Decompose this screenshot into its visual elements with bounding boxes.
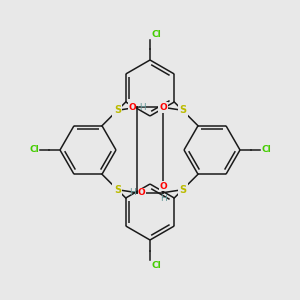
Text: O: O — [138, 188, 146, 197]
Text: Cl: Cl — [261, 146, 271, 154]
Text: H: H — [129, 188, 136, 197]
Text: ·H: ·H — [137, 103, 147, 112]
Text: S: S — [114, 185, 121, 195]
Text: O: O — [159, 103, 167, 112]
Text: Cl: Cl — [151, 30, 161, 39]
Text: S: S — [179, 105, 186, 115]
Text: Cl: Cl — [151, 261, 161, 270]
Text: H: H — [160, 194, 167, 203]
Text: O: O — [159, 182, 167, 191]
Text: Cl: Cl — [29, 146, 39, 154]
Text: S: S — [114, 105, 121, 115]
Text: O: O — [128, 103, 136, 112]
Text: S: S — [179, 185, 186, 195]
